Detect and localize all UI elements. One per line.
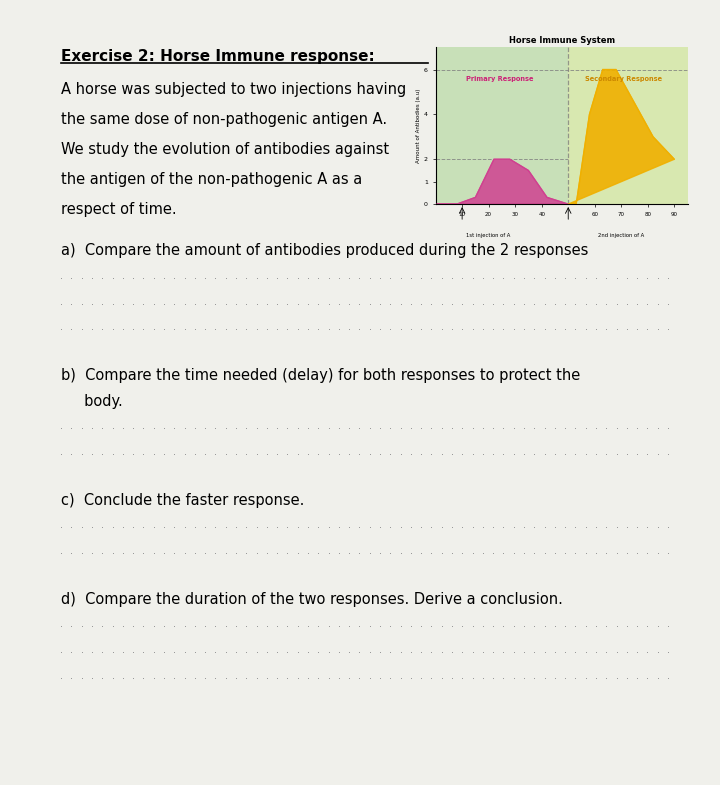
Text: Secondary Response: Secondary Response (585, 75, 662, 82)
Text: 1st injection of A: 1st injection of A (467, 233, 511, 239)
Text: body.: body. (61, 394, 123, 409)
Text: Exercise 2: Horse Immune response:: Exercise 2: Horse Immune response: (61, 49, 375, 64)
Text: Primary Response: Primary Response (466, 75, 533, 82)
Text: respect of time.: respect of time. (61, 202, 177, 217)
Text: the same dose of non-pathogenic antigen A.: the same dose of non-pathogenic antigen … (61, 112, 387, 127)
Text: a)  Compare the amount of antibodies produced during the 2 responses: a) Compare the amount of antibodies prod… (61, 243, 588, 258)
Text: b)  Compare the time needed (delay) for both responses to protect the: b) Compare the time needed (delay) for b… (61, 368, 580, 383)
Bar (436, 47, 568, 204)
Text: 2nd injection of A: 2nd injection of A (598, 233, 644, 239)
Text: A horse was subjected to two injections having: A horse was subjected to two injections … (61, 82, 407, 97)
Polygon shape (568, 70, 675, 204)
Polygon shape (436, 159, 568, 204)
Text: the antigen of the non-pathogenic A as a: the antigen of the non-pathogenic A as a (61, 172, 362, 187)
Y-axis label: Amount of Antibodies (a.u): Amount of Antibodies (a.u) (416, 89, 421, 162)
Text: d)  Compare the duration of the two responses. Derive a conclusion.: d) Compare the duration of the two respo… (61, 592, 563, 607)
Bar (568, 47, 688, 204)
Text: We study the evolution of antibodies against: We study the evolution of antibodies aga… (61, 142, 390, 157)
Text: c)  Conclude the faster response.: c) Conclude the faster response. (61, 493, 305, 508)
Title: Horse Immune System: Horse Immune System (508, 36, 615, 45)
